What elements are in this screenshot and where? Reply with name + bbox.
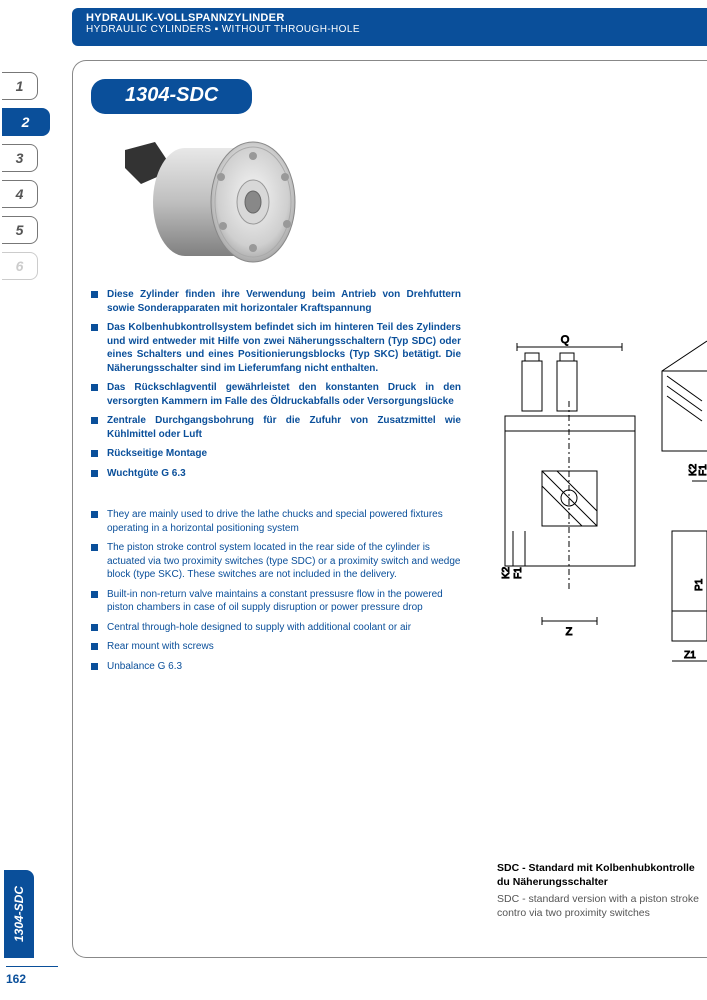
list-item: They are mainly used to drive the lathe … [91, 508, 461, 535]
svg-text:F1: F1 [513, 567, 524, 579]
bullets-en: They are mainly used to drive the lathe … [91, 508, 461, 673]
tab-4[interactable]: 4 [2, 180, 38, 208]
bullets-de: Diese Zylinder finden ihre Verwendung be… [91, 288, 461, 480]
list-item: Rear mount with screws [91, 640, 461, 654]
tab-2[interactable]: 2 [2, 108, 50, 136]
tab-1[interactable]: 1 [2, 72, 38, 100]
svg-text:Z1: Z1 [684, 650, 696, 661]
header-title-de: HYDRAULIK-VOLLSPANNZYLINDER [86, 12, 693, 24]
product-badge: 1304-SDC [91, 79, 252, 114]
content-frame: 1304-SDC [72, 60, 707, 958]
sdc-note-en: SDC - standard version with a piston str… [497, 893, 707, 920]
list-item: Wuchtgüte G 6.3 [91, 467, 461, 481]
svg-text:Q: Q [561, 334, 570, 346]
sdc-note: SDC - Standard mit Kolbenhubkontrolle du… [497, 861, 707, 921]
list-item: Rückseitige Montage [91, 447, 461, 461]
svg-text:P1: P1 [694, 578, 705, 591]
list-item: The piston stroke control system located… [91, 541, 461, 582]
list-item: Central through-hole designed to supply … [91, 621, 461, 635]
tab-3[interactable]: 3 [2, 144, 38, 172]
list-item: Unbalance G 6.3 [91, 660, 461, 674]
list-item: Diese Zylinder finden ihre Verwendung be… [91, 288, 461, 315]
header-title-en: HYDRAULIC CYLINDERS ▪ WITHOUT THROUGH-HO… [86, 24, 693, 35]
product-image [95, 122, 325, 282]
tab-6[interactable]: 6 [2, 252, 38, 280]
list-item: Built-in non-return valve maintains a co… [91, 588, 461, 615]
product-side-tab-label: 1304-SDC [12, 886, 26, 942]
product-side-tab: 1304-SDC [4, 870, 34, 958]
header-bar: HYDRAULIK-VOLLSPANNZYLINDER HYDRAULIC CY… [72, 8, 707, 46]
list-item: Das Rückschlagventil gewährleistet den k… [91, 381, 461, 408]
page-number: 162 [6, 972, 26, 986]
svg-text:Z: Z [566, 626, 573, 638]
svg-text:K2: K2 [501, 566, 512, 579]
list-item: Das Kolbenhubkontrollsystem befindet sic… [91, 321, 461, 375]
side-tabs: 1 2 3 4 5 6 [2, 72, 50, 288]
tab-5[interactable]: 5 [2, 216, 38, 244]
svg-text:F1: F1 [698, 464, 707, 476]
technical-diagram: Q Z [487, 331, 707, 671]
list-item: Zentrale Durchgangsbohrung für die Zufuh… [91, 414, 461, 441]
sdc-note-de: SDC - Standard mit Kolbenhubkontrolle du… [497, 861, 707, 889]
